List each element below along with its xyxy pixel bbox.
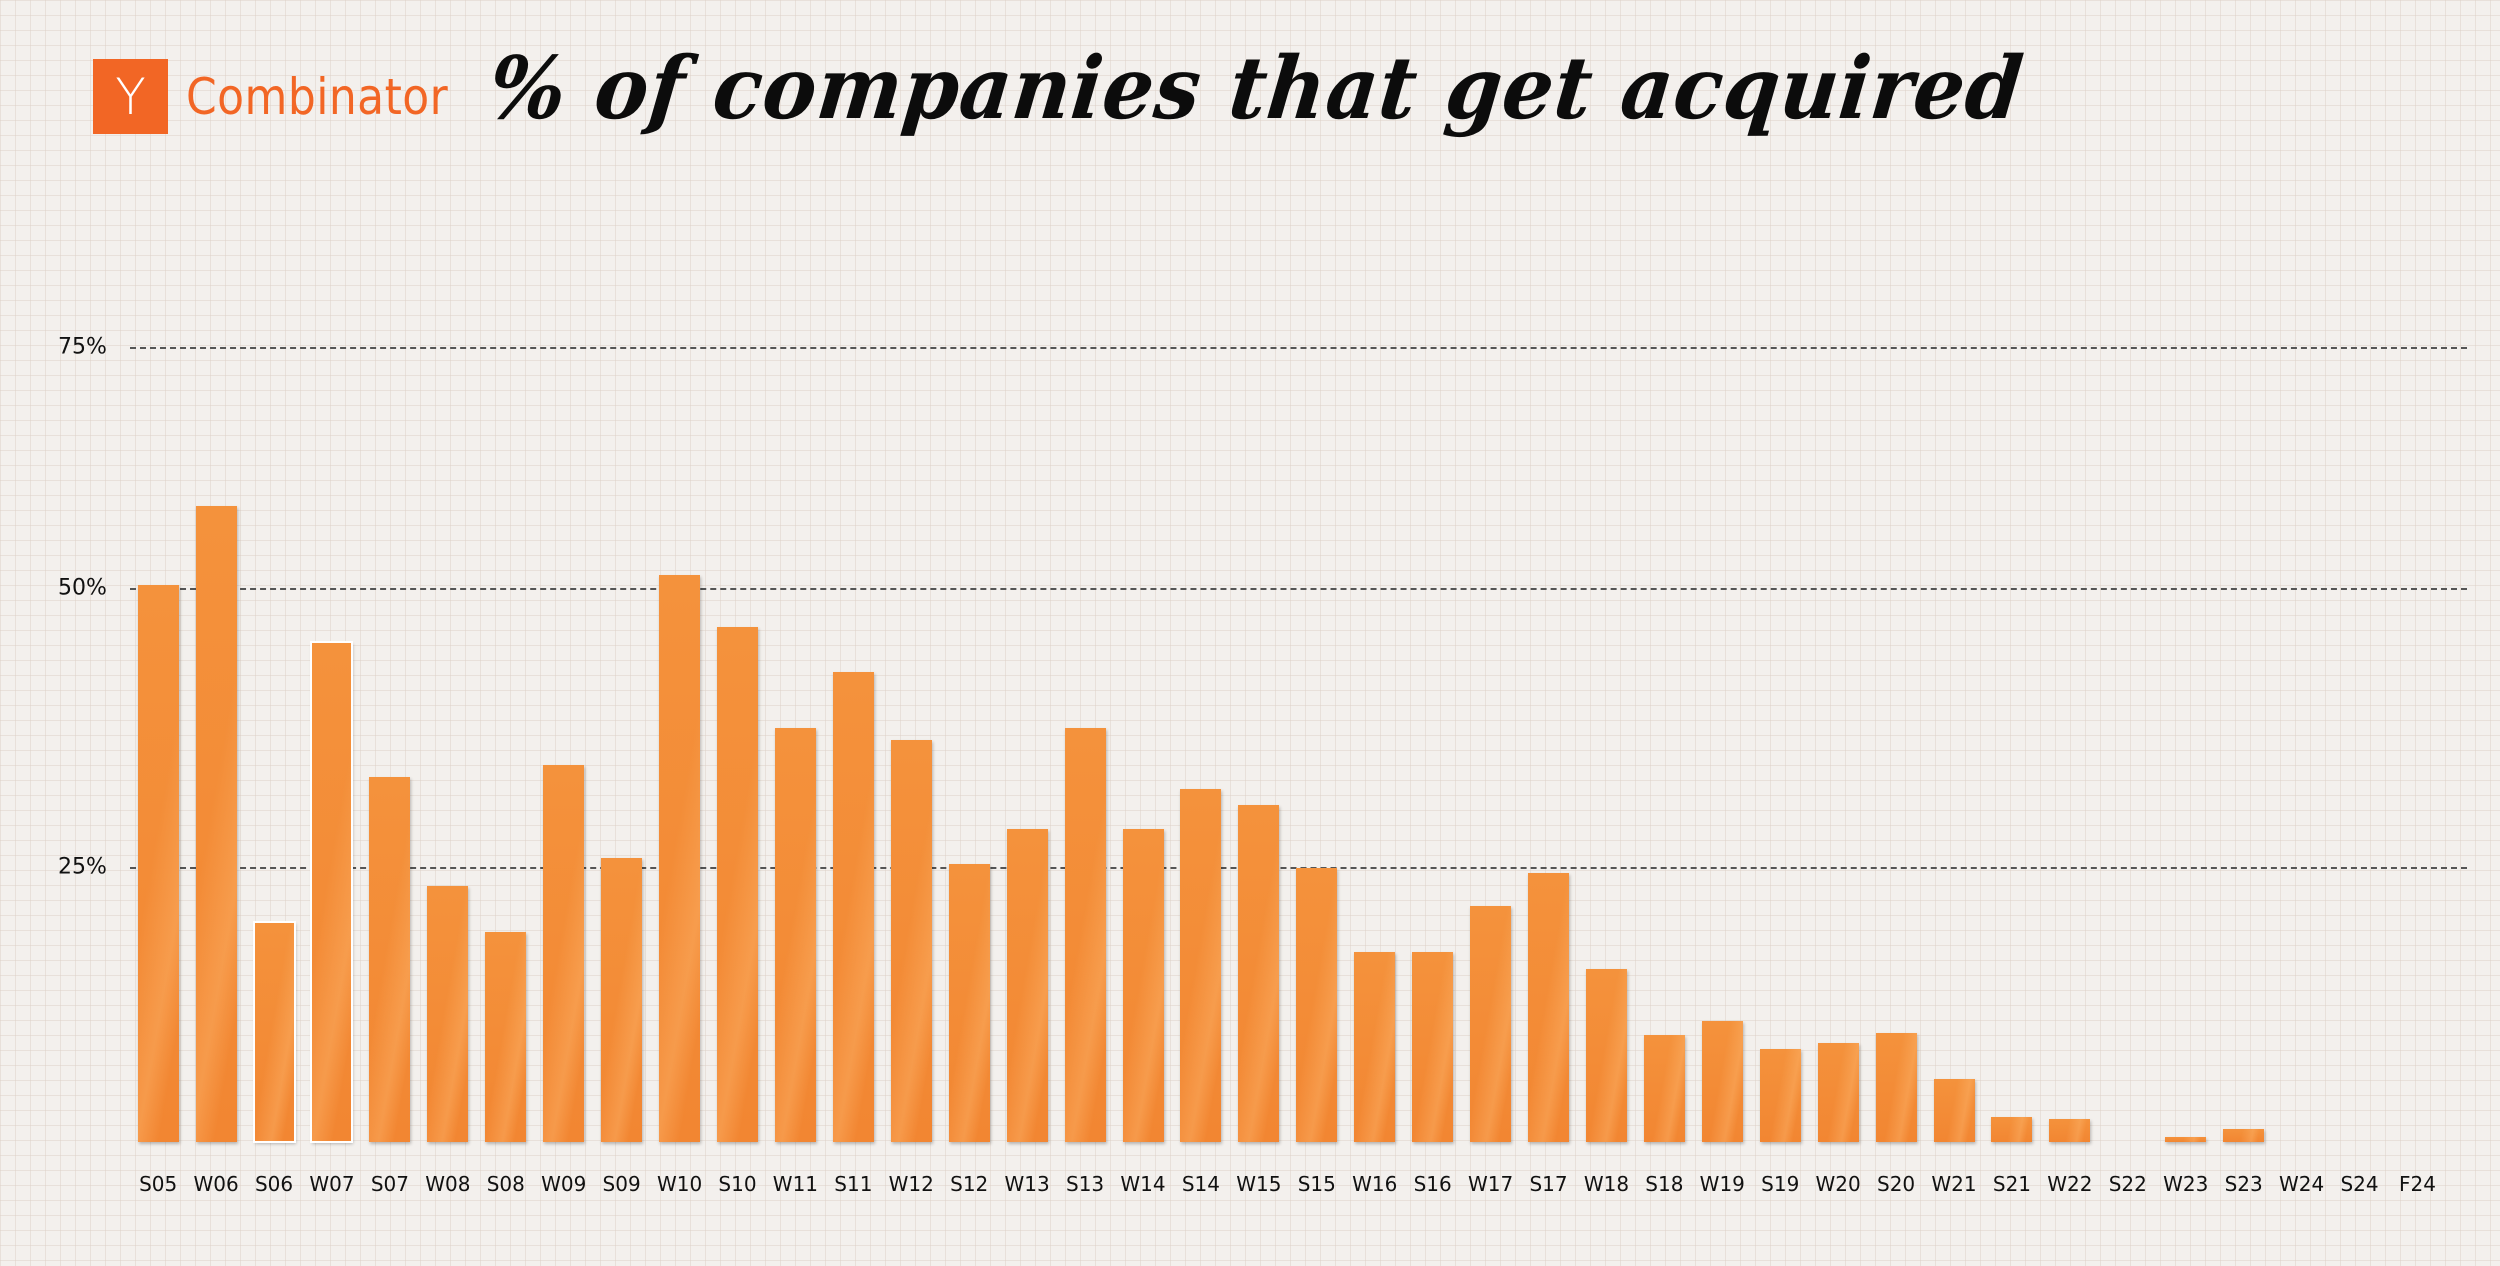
bar-s06 [252, 921, 296, 1143]
bar-s16 [1412, 951, 1454, 1142]
bar-w06 [195, 506, 237, 1142]
x-label-w13: W13 [1004, 1172, 1050, 1196]
x-label-w19: W19 [1699, 1172, 1745, 1196]
x-label-s13: S13 [1066, 1172, 1105, 1196]
x-label-s16: S16 [1413, 1172, 1452, 1196]
x-label-w17: W17 [1467, 1172, 1514, 1196]
x-label-s24: S24 [2340, 1172, 2379, 1196]
x-label-s06: S06 [254, 1172, 294, 1196]
x-label-w11: W11 [772, 1172, 819, 1196]
x-label-w06: W06 [193, 1172, 239, 1196]
x-label-w08: W08 [425, 1172, 471, 1196]
x-label-w23: W23 [2163, 1172, 2209, 1196]
y-tick-label: 50% [58, 575, 107, 601]
x-label-w24: W24 [2278, 1172, 2325, 1196]
bar-w17 [1470, 905, 1512, 1142]
y-tick-label: 75% [58, 334, 107, 360]
bar-s14 [1180, 788, 1222, 1142]
bar-w09 [543, 765, 585, 1142]
bar-s11 [832, 671, 874, 1142]
gridline-50 [130, 588, 2467, 590]
x-label-s08: S08 [486, 1172, 525, 1196]
bar-w19 [1701, 1021, 1743, 1142]
x-label-s15: S15 [1297, 1172, 1336, 1196]
bar-s08 [485, 931, 527, 1142]
x-label-s12: S12 [950, 1172, 989, 1196]
bar-w08 [427, 885, 469, 1142]
x-label-w15: W15 [1236, 1172, 1282, 1196]
bar-s15 [1296, 868, 1338, 1142]
bar-w12 [890, 739, 932, 1142]
bar-s17 [1528, 872, 1570, 1142]
bar-w13 [1006, 829, 1048, 1142]
bar-w23 [2165, 1136, 2207, 1142]
x-label-s23: S23 [2224, 1172, 2263, 1196]
bar-s05 [137, 585, 179, 1142]
x-label-w09: W09 [541, 1172, 587, 1196]
x-label-s14: S14 [1181, 1172, 1221, 1196]
x-label-s18: S18 [1645, 1172, 1684, 1196]
gridline-25 [130, 867, 2467, 869]
x-label-s09: S09 [602, 1172, 641, 1196]
bar-w22 [2049, 1118, 2091, 1142]
x-label-f24: F24 [2398, 1172, 2436, 1196]
chart-title: % of companies that get acquired [484, 38, 2029, 139]
bar-w10 [659, 575, 701, 1142]
bar-s21 [1991, 1116, 2033, 1142]
bar-w11 [774, 727, 816, 1142]
bar-w07 [310, 640, 354, 1143]
x-label-s07: S07 [370, 1172, 409, 1196]
bar-w18 [1585, 969, 1627, 1142]
x-label-w21: W21 [1931, 1172, 1977, 1196]
x-label-w18: W18 [1583, 1172, 1630, 1196]
bar-s09 [601, 858, 643, 1142]
bar-w15 [1238, 804, 1280, 1142]
gridline-75 [130, 347, 2467, 349]
x-label-w20: W20 [1815, 1172, 1861, 1196]
bar-s13 [1064, 727, 1106, 1142]
bar-w16 [1354, 951, 1396, 1142]
bar-w14 [1122, 829, 1164, 1142]
bar-w20 [1817, 1043, 1859, 1142]
x-label-s20: S20 [1877, 1172, 1916, 1196]
x-label-w12: W12 [888, 1172, 934, 1196]
bar-s10 [717, 627, 758, 1142]
y-tick-label: 25% [58, 854, 107, 880]
bar-s23 [2223, 1128, 2265, 1142]
bar-s20 [1875, 1033, 1917, 1142]
x-label-w07: W07 [309, 1172, 355, 1196]
bar-w21 [1933, 1079, 1975, 1142]
x-label-w14: W14 [1120, 1172, 1166, 1196]
x-label-s10: S10 [718, 1172, 757, 1196]
bar-s12 [948, 863, 990, 1142]
x-label-s17: S17 [1529, 1172, 1568, 1196]
x-label-w16: W16 [1352, 1172, 1398, 1196]
x-label-s05: S05 [139, 1172, 178, 1196]
bar-s19 [1759, 1048, 1801, 1142]
x-label-s21: S21 [1992, 1172, 2032, 1196]
yc-logo: Y Combinator [93, 59, 484, 134]
x-label-w10: W10 [656, 1172, 703, 1196]
x-label-s22: S22 [2108, 1172, 2147, 1196]
bar-s18 [1643, 1035, 1685, 1142]
bar-s07 [369, 776, 411, 1142]
yc-logo-mark: Y [93, 59, 168, 134]
x-label-s19: S19 [1761, 1172, 1800, 1196]
yc-logo-text: Combinator [186, 67, 449, 126]
x-label-s11: S11 [834, 1172, 873, 1196]
x-label-w22: W22 [2047, 1172, 2093, 1196]
